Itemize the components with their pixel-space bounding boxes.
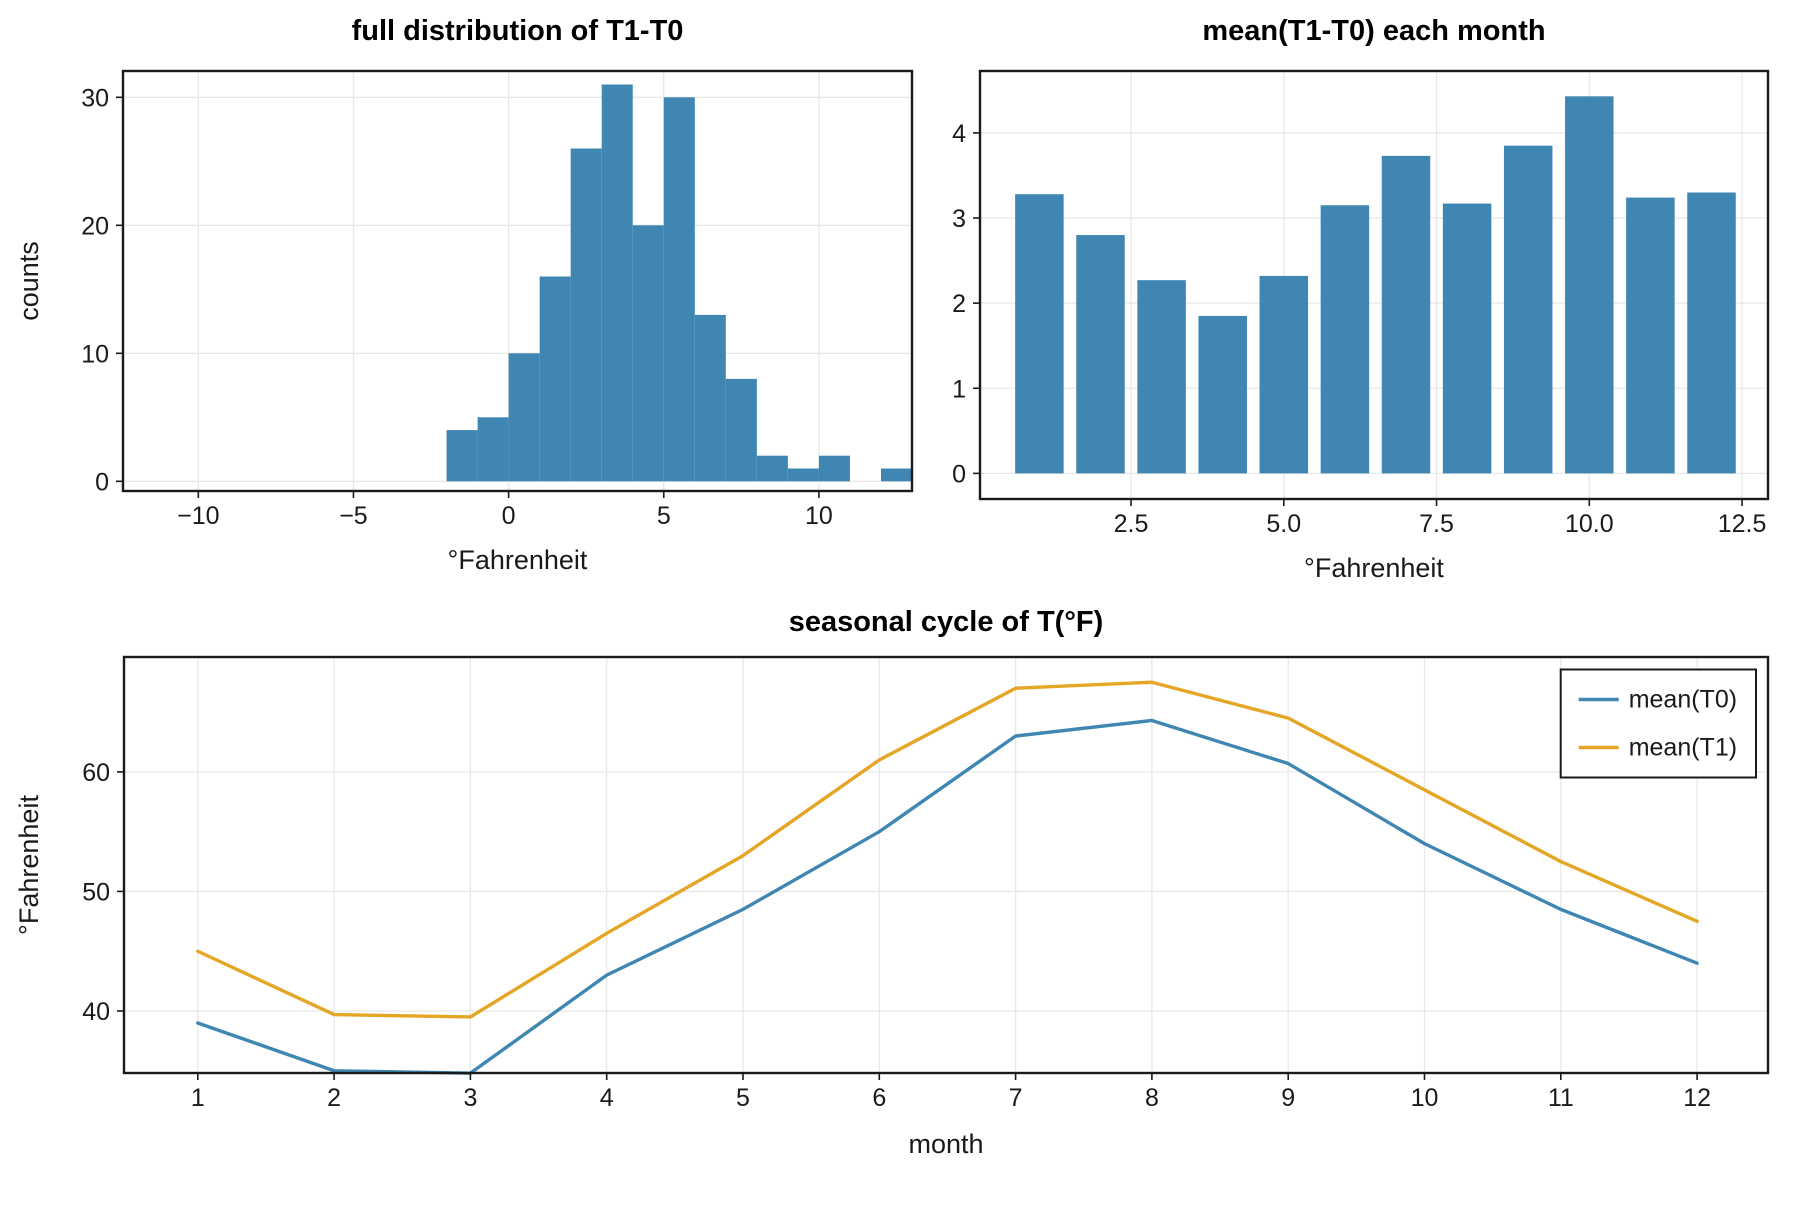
svg-text:5: 5 bbox=[657, 502, 671, 530]
svg-text:3: 3 bbox=[463, 1084, 477, 1112]
svg-text:6: 6 bbox=[872, 1084, 886, 1112]
svg-text:mean(T1): mean(T1) bbox=[1629, 734, 1737, 762]
svg-text:4: 4 bbox=[600, 1084, 614, 1112]
svg-text:−10: −10 bbox=[177, 502, 219, 530]
svg-text:5: 5 bbox=[736, 1084, 750, 1112]
svg-text:9: 9 bbox=[1281, 1084, 1295, 1112]
svg-text:1: 1 bbox=[191, 1084, 205, 1112]
svg-text:4: 4 bbox=[952, 120, 966, 148]
svg-text:seasonal cycle of T(°F): seasonal cycle of T(°F) bbox=[789, 606, 1104, 638]
svg-text:mean(T1-T0) each month: mean(T1-T0) each month bbox=[1202, 15, 1545, 47]
svg-text:2: 2 bbox=[327, 1084, 341, 1112]
svg-text:3: 3 bbox=[952, 205, 966, 233]
svg-text:30: 30 bbox=[81, 84, 109, 112]
svg-text:12: 12 bbox=[1683, 1084, 1711, 1112]
svg-text:0: 0 bbox=[502, 502, 516, 530]
svg-text:40: 40 bbox=[82, 998, 110, 1026]
svg-text:0: 0 bbox=[952, 460, 966, 488]
svg-text:7: 7 bbox=[1009, 1084, 1023, 1112]
svg-text:°Fahrenheit: °Fahrenheit bbox=[448, 545, 588, 575]
svg-text:10: 10 bbox=[805, 502, 833, 530]
svg-text:−5: −5 bbox=[339, 502, 368, 530]
svg-text:°Fahrenheit: °Fahrenheit bbox=[1304, 553, 1444, 583]
svg-text:°Fahrenheit: °Fahrenheit bbox=[14, 795, 44, 935]
svg-text:7.5: 7.5 bbox=[1419, 510, 1454, 538]
svg-text:20: 20 bbox=[81, 212, 109, 240]
svg-text:60: 60 bbox=[82, 759, 110, 787]
svg-text:month: month bbox=[908, 1129, 983, 1159]
svg-text:full distribution of T1-T0: full distribution of T1-T0 bbox=[352, 15, 684, 47]
svg-text:8: 8 bbox=[1145, 1084, 1159, 1112]
svg-text:2.5: 2.5 bbox=[1114, 510, 1149, 538]
svg-text:10.0: 10.0 bbox=[1565, 510, 1614, 538]
svg-text:1: 1 bbox=[952, 375, 966, 403]
svg-text:counts: counts bbox=[14, 241, 44, 321]
svg-text:mean(T0): mean(T0) bbox=[1629, 686, 1737, 714]
svg-text:11: 11 bbox=[1548, 1084, 1574, 1112]
svg-text:10: 10 bbox=[1411, 1084, 1439, 1112]
svg-text:10: 10 bbox=[81, 340, 109, 368]
svg-text:5.0: 5.0 bbox=[1266, 510, 1301, 538]
svg-text:12.5: 12.5 bbox=[1718, 510, 1767, 538]
svg-text:2: 2 bbox=[952, 290, 966, 318]
svg-text:0: 0 bbox=[95, 468, 109, 496]
svg-text:50: 50 bbox=[82, 878, 110, 906]
